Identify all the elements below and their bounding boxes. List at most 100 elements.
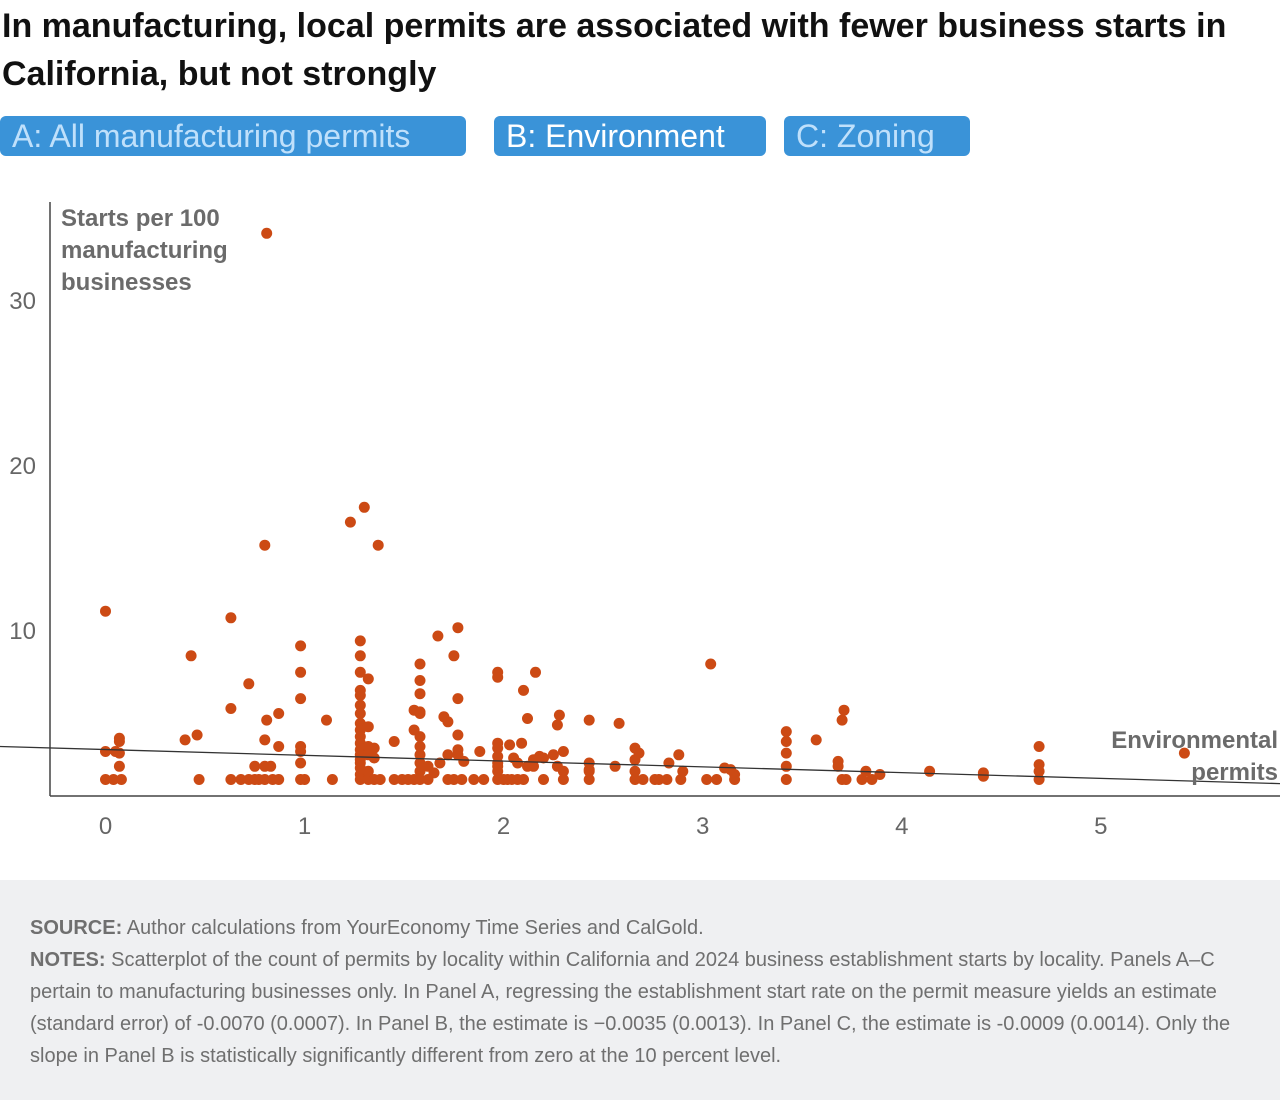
data-point bbox=[388, 774, 400, 785]
data-point bbox=[354, 708, 366, 719]
data-point bbox=[249, 760, 261, 772]
data-point bbox=[243, 678, 255, 690]
data-point bbox=[354, 650, 366, 662]
data-point bbox=[538, 774, 549, 785]
data-point bbox=[261, 227, 273, 239]
data-point bbox=[780, 774, 792, 785]
data-point bbox=[452, 622, 464, 634]
data-point bbox=[583, 714, 595, 726]
data-point bbox=[191, 729, 203, 741]
data-point bbox=[354, 689, 366, 701]
y-tick-label: 10 bbox=[9, 618, 36, 645]
data-point bbox=[633, 747, 645, 759]
data-point bbox=[518, 774, 529, 785]
data-point bbox=[810, 734, 822, 746]
tab-all-manufacturing-permits[interactable]: A: All manufacturing permits bbox=[0, 116, 466, 156]
data-point bbox=[432, 630, 444, 642]
notes-label: NOTES: bbox=[30, 949, 106, 971]
data-point bbox=[832, 760, 844, 772]
data-point bbox=[1033, 741, 1045, 752]
data-point bbox=[354, 635, 366, 647]
data-point bbox=[547, 749, 559, 761]
y-axis-title-line-1: Starts per 100 bbox=[61, 205, 220, 232]
data-point bbox=[677, 765, 689, 777]
data-point bbox=[729, 774, 741, 785]
data-point bbox=[468, 774, 480, 785]
data-point bbox=[1178, 747, 1190, 759]
data-point bbox=[295, 757, 307, 769]
x-tick-label: 3 bbox=[696, 813, 709, 840]
data-point bbox=[530, 666, 541, 678]
x-axis-title-line-1: Environmental bbox=[1111, 727, 1278, 754]
data-point bbox=[836, 714, 848, 726]
source-label: SOURCE: bbox=[30, 917, 123, 939]
data-point bbox=[388, 736, 400, 747]
data-point bbox=[442, 716, 454, 728]
tab-environment[interactable]: B: Environment bbox=[494, 116, 766, 156]
data-point bbox=[362, 765, 374, 777]
data-point bbox=[321, 714, 332, 726]
data-point bbox=[452, 693, 464, 705]
data-point bbox=[492, 765, 504, 777]
data-point bbox=[516, 737, 528, 749]
data-point bbox=[866, 774, 878, 785]
data-point bbox=[368, 742, 380, 754]
data-point bbox=[295, 693, 307, 705]
data-point bbox=[629, 774, 641, 785]
scatter-chart: 0 1 2 3 4 5 10 20 30 Starts per 100 manufacturin… bbox=[0, 202, 1280, 840]
data-point bbox=[100, 774, 111, 785]
data-point bbox=[108, 774, 119, 785]
data-point bbox=[1033, 765, 1045, 777]
data-point bbox=[711, 774, 723, 785]
data-point bbox=[663, 757, 675, 769]
data-point bbox=[414, 774, 426, 785]
data-point bbox=[414, 731, 426, 743]
data-point bbox=[518, 684, 529, 696]
data-point bbox=[557, 774, 569, 785]
data-point bbox=[225, 703, 237, 714]
data-point bbox=[673, 749, 685, 761]
data-point bbox=[115, 774, 127, 785]
chart-title: In manufacturing, local permits are asso… bbox=[2, 7, 1227, 93]
x-tick-label: 0 bbox=[99, 813, 112, 840]
data-point bbox=[344, 516, 356, 528]
data-point bbox=[557, 746, 569, 757]
data-point bbox=[185, 650, 197, 662]
notes-line: NOTES: Scatterplot of the count of permi… bbox=[30, 944, 1260, 1072]
data-point bbox=[613, 717, 625, 729]
data-point bbox=[358, 501, 370, 513]
data-point bbox=[273, 774, 285, 785]
data-point bbox=[295, 746, 307, 757]
data-point bbox=[414, 708, 426, 719]
data-point bbox=[538, 752, 549, 764]
data-point bbox=[273, 741, 285, 752]
x-tick-label: 2 bbox=[497, 813, 510, 840]
tick-labels: 0 1 2 3 4 5 10 20 30 bbox=[9, 288, 1107, 840]
data-point bbox=[452, 744, 464, 756]
x-axis-title-line-2: permits bbox=[1191, 759, 1278, 786]
data-point bbox=[113, 760, 125, 772]
data-point bbox=[456, 774, 468, 785]
data-point bbox=[414, 675, 426, 686]
data-point bbox=[522, 713, 533, 724]
data-point bbox=[838, 704, 850, 716]
data-point bbox=[474, 746, 486, 757]
data-point bbox=[372, 539, 384, 551]
tab-zoning[interactable]: C: Zoning bbox=[784, 116, 970, 156]
data-point bbox=[354, 666, 366, 678]
data-point bbox=[924, 765, 936, 777]
trend-line bbox=[0, 745, 1280, 785]
data-point bbox=[414, 658, 426, 670]
data-point bbox=[368, 752, 380, 764]
data-point bbox=[705, 658, 717, 670]
data-point bbox=[504, 739, 516, 751]
data-point bbox=[354, 699, 366, 711]
data-point bbox=[553, 709, 565, 721]
data-point bbox=[179, 734, 191, 746]
data-point bbox=[780, 736, 792, 747]
data-point bbox=[295, 666, 307, 678]
data-point bbox=[259, 774, 271, 785]
data-point bbox=[653, 774, 665, 785]
data-point bbox=[225, 774, 237, 785]
data-point bbox=[701, 774, 713, 785]
